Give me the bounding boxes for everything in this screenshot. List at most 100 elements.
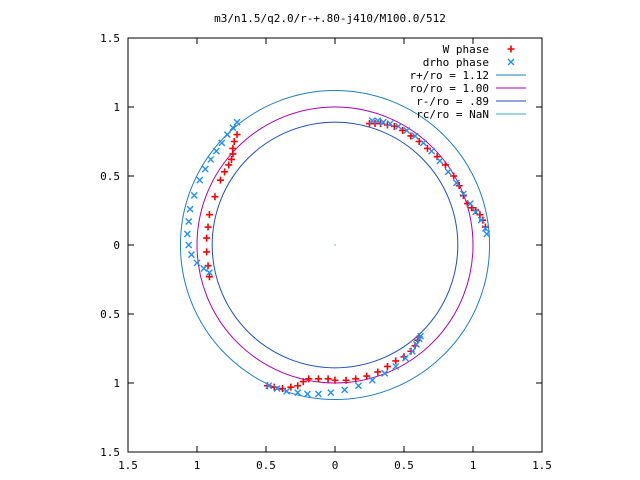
w-phase-point: [363, 372, 371, 380]
drho-phase-point: [408, 347, 416, 355]
w-phase-point: [459, 191, 467, 199]
y-tick-label: 0.5: [100, 170, 120, 183]
drho-phase-point: [401, 354, 409, 362]
drho-phase-point: [283, 387, 291, 395]
w-phase-point: [374, 368, 382, 376]
drho-phase-point: [379, 118, 387, 126]
drho-phase-point: [417, 332, 425, 340]
drho-phase-point: [466, 200, 474, 208]
w-phase-point: [228, 155, 235, 163]
w-phase-point: [204, 262, 212, 270]
w-phase-point: [423, 144, 431, 152]
drho-phase-point: [193, 259, 201, 267]
drho-phase-point: [477, 216, 485, 224]
drho-phase-point: [223, 131, 231, 139]
drho-phase-point: [190, 191, 198, 199]
drho-phase-point: [218, 139, 226, 147]
w-phase-point: [287, 383, 295, 391]
w-phase-point: [299, 378, 307, 386]
w-phase-point: [204, 223, 212, 231]
w-phase-point: [230, 138, 238, 145]
w-phase-point: [203, 234, 211, 242]
w-phase-point: [399, 126, 407, 134]
w-phase-point: [342, 376, 350, 384]
drho-phase-point: [368, 117, 376, 125]
legend-label: r+/ro = 1.12: [410, 69, 489, 82]
y-axis: 1.5 1 0.5 0 0.5 1 1.5: [100, 32, 542, 459]
drho-phase-point: [265, 382, 273, 390]
reference-circle-0: [179, 89, 491, 401]
legend-label: rc/ro = NaN: [416, 108, 489, 121]
x-tick-label: 0.5: [394, 459, 414, 472]
origin-marker: [334, 244, 336, 246]
y-tick-label: 0: [113, 239, 120, 252]
drho-phase-point: [392, 362, 400, 370]
w-phase-point: [352, 375, 360, 383]
w-phase-point: [233, 131, 241, 139]
drho-phase-point: [303, 390, 311, 398]
w-phase-point: [221, 168, 229, 176]
drho-phase-point: [229, 124, 237, 132]
drho-phase-point: [314, 390, 322, 398]
legend-symbol: [507, 45, 515, 53]
drho-phase-point: [403, 126, 411, 134]
drho-phase-point: [341, 386, 349, 394]
drho-phase-point: [459, 190, 467, 198]
w-phase-point: [324, 375, 332, 383]
drho-phase-point: [444, 168, 452, 176]
drho-phase-point: [327, 389, 335, 397]
drho-phase-point: [381, 369, 389, 377]
x-tick-label: 1.5: [532, 459, 552, 472]
drho-phase-point: [436, 157, 444, 165]
drho-phase-point: [452, 179, 460, 187]
drho-phase-point: [419, 139, 427, 147]
drho-phase-point: [428, 147, 436, 155]
legend-label: W phase: [443, 43, 489, 56]
drho-phase-point: [212, 147, 220, 155]
drho-phase-point: [207, 155, 215, 163]
legend-symbol: [507, 58, 515, 66]
x-tick-label: 1: [470, 459, 477, 472]
y-tick-label: 1.5: [100, 446, 120, 459]
w-phase-point: [392, 357, 400, 365]
w-phase-point: [229, 144, 237, 152]
w-phase-point: [331, 376, 339, 384]
drho-phase-point: [394, 122, 402, 130]
w-phase-point: [225, 161, 233, 169]
plot-area: [179, 89, 491, 401]
plot-content: [179, 89, 491, 401]
drho-phase-point: [196, 176, 204, 184]
y-tick-label: 1: [113, 377, 120, 390]
drho-phase-point: [483, 230, 491, 238]
w-phase-point: [211, 193, 219, 201]
w-phase-point: [407, 132, 415, 140]
chart-title: m3/n1.5/q2.0/r-+.80-j410/M100.0/512: [214, 12, 446, 25]
x-axis: 1.5 1 0.5 0 0.5 1 1.5: [118, 38, 552, 472]
w-phase-point: [205, 273, 213, 281]
drho-phase-point: [201, 165, 209, 173]
drho-phase-point: [205, 269, 213, 277]
x-tick-label: 1: [194, 459, 201, 472]
w-phase-point: [216, 176, 224, 184]
w-phase-point: [407, 347, 415, 355]
drho-phase-point: [354, 382, 362, 390]
drho-phase-point: [481, 224, 489, 232]
drho-phase-point: [294, 389, 302, 397]
w-phase-point: [294, 382, 302, 390]
w-phase-point: [203, 248, 211, 256]
w-phase-point: [205, 211, 213, 219]
drho-phase-point: [187, 251, 195, 259]
reference-circle-2: [211, 121, 459, 369]
drho-phase-point: [185, 218, 193, 226]
legend-label: ro/ro = 1.00: [410, 82, 489, 95]
drho-phase-point: [273, 385, 281, 393]
drho-phase-point: [186, 205, 194, 213]
w-phase-point: [314, 375, 322, 383]
x-tick-label: 1.5: [118, 459, 138, 472]
w-phase-point: [441, 161, 449, 169]
drho-phase-point: [200, 264, 208, 272]
w-phase-point: [383, 362, 391, 370]
series-1: [183, 117, 491, 398]
